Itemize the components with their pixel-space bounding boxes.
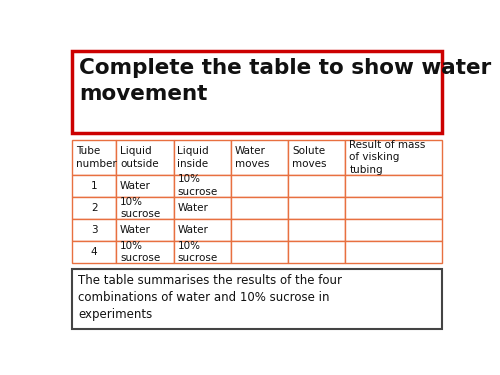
- Bar: [116, 197, 173, 219]
- Text: 2: 2: [91, 203, 98, 213]
- Text: Complete the table to show water
movement: Complete the table to show water movemen…: [79, 58, 492, 104]
- Bar: [231, 241, 288, 263]
- Bar: [288, 219, 346, 241]
- Text: Tube
number: Tube number: [76, 146, 117, 169]
- Text: Liquid
inside: Liquid inside: [178, 146, 209, 169]
- Bar: [288, 175, 346, 197]
- Bar: [288, 197, 346, 219]
- Bar: [72, 269, 442, 329]
- Bar: [116, 219, 173, 241]
- Bar: [72, 197, 116, 219]
- Text: 10%
sucrose: 10% sucrose: [178, 241, 218, 263]
- Bar: [174, 140, 231, 175]
- Bar: [116, 140, 173, 175]
- Text: 10%
sucrose: 10% sucrose: [120, 196, 160, 219]
- Text: Water: Water: [178, 225, 208, 235]
- Text: 1: 1: [91, 181, 98, 191]
- Bar: [174, 241, 231, 263]
- Text: 10%
sucrose: 10% sucrose: [120, 241, 160, 263]
- Text: Water: Water: [120, 225, 151, 235]
- Bar: [72, 175, 116, 197]
- Bar: [174, 197, 231, 219]
- Bar: [288, 241, 346, 263]
- Text: 4: 4: [91, 247, 98, 257]
- Text: Water: Water: [178, 203, 208, 213]
- Bar: [346, 219, 442, 241]
- Bar: [346, 140, 442, 175]
- Text: 10%
sucrose: 10% sucrose: [178, 174, 218, 197]
- Bar: [346, 197, 442, 219]
- Bar: [72, 219, 116, 241]
- Text: Solute
moves: Solute moves: [292, 146, 326, 169]
- Bar: [116, 175, 173, 197]
- Text: Water: Water: [120, 181, 151, 191]
- Bar: [116, 241, 173, 263]
- Bar: [174, 219, 231, 241]
- Text: The table summarises the results of the four
combinations of water and 10% sucro: The table summarises the results of the …: [78, 274, 342, 321]
- Bar: [346, 175, 442, 197]
- Bar: [72, 140, 116, 175]
- Bar: [346, 241, 442, 263]
- Bar: [72, 241, 116, 263]
- Text: Result of mass
of visking
tubing: Result of mass of visking tubing: [349, 140, 426, 175]
- Text: 3: 3: [91, 225, 98, 235]
- Bar: [231, 175, 288, 197]
- Text: Liquid
outside: Liquid outside: [120, 146, 158, 169]
- Text: Water
moves: Water moves: [234, 146, 269, 169]
- Bar: [231, 140, 288, 175]
- Bar: [231, 197, 288, 219]
- Bar: [174, 175, 231, 197]
- Bar: [288, 140, 346, 175]
- Bar: [72, 51, 442, 133]
- Bar: [231, 219, 288, 241]
